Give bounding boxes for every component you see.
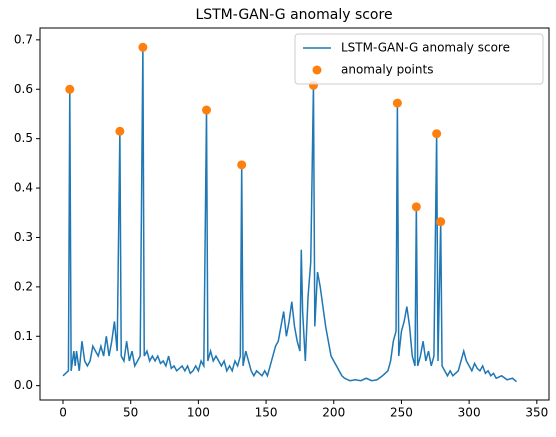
anomaly-point: [432, 129, 442, 139]
anomaly-point: [411, 202, 421, 212]
axes-frame: [39, 27, 550, 401]
legend-label: anomaly points: [341, 63, 433, 77]
y-tick-label: 0.0: [14, 378, 33, 392]
anomaly-point: [202, 105, 212, 115]
x-tick-label: 250: [390, 406, 413, 420]
y-tick-label: 0.4: [14, 181, 33, 195]
x-tick-label: 300: [458, 406, 481, 420]
x-tick-label: 150: [255, 406, 278, 420]
anomaly-point: [65, 84, 75, 94]
x-tick-label: 50: [123, 406, 138, 420]
x-tick-label: 100: [187, 406, 210, 420]
anomaly-point: [138, 42, 148, 52]
y-tick-label: 0.7: [14, 32, 33, 46]
y-tick-label: 0.2: [14, 279, 33, 293]
x-tick-label: 200: [322, 406, 345, 420]
y-tick-label: 0.5: [14, 131, 33, 145]
y-tick-label: 0.3: [14, 230, 33, 244]
x-tick-label: 350: [525, 406, 548, 420]
chart-title: LSTM-GAN-G anomaly score: [195, 7, 392, 23]
legend-dot: [312, 65, 322, 75]
y-tick-label: 0.1: [14, 329, 33, 343]
anomaly-point: [436, 217, 446, 227]
x-tick-label: 0: [59, 406, 67, 420]
legend-label: LSTM-GAN-G anomaly score: [341, 41, 510, 55]
anomaly-point: [115, 126, 125, 136]
legend-box: [294, 33, 544, 85]
anomaly-point: [237, 160, 247, 170]
y-tick-label: 0.6: [14, 82, 33, 96]
score-line: [62, 47, 517, 383]
anomaly-point: [392, 98, 402, 108]
